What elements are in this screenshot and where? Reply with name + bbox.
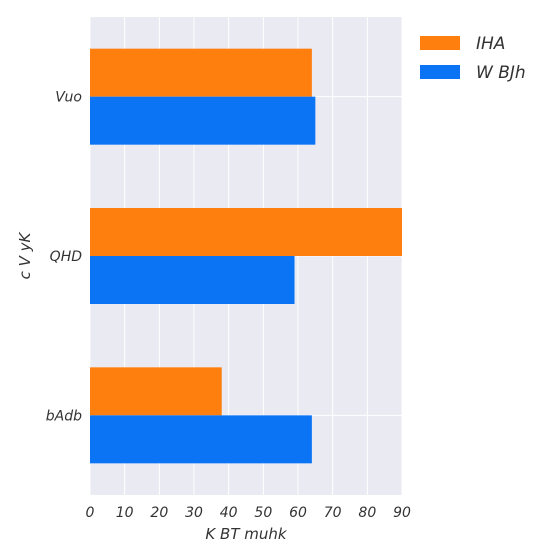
y-tick-label: QHD [50, 249, 83, 265]
x-tick-label: 0 [86, 505, 95, 521]
x-tick-label: 70 [324, 505, 342, 521]
legend-label: W BJh [476, 63, 526, 83]
y-axis-label: c V yK [16, 231, 34, 279]
y-tick-labels: Vuo QHD bAdb [46, 90, 82, 425]
x-tick-label: 20 [150, 505, 168, 521]
x-tick-labels: 0 10 20 30 40 50 60 70 80 90 [86, 505, 411, 521]
bar-w-bjh-badb [90, 415, 312, 464]
x-tick-label: 30 [185, 505, 203, 521]
x-tick-label: 50 [254, 505, 272, 521]
legend-swatch [420, 65, 460, 79]
legend-swatch [420, 36, 460, 50]
x-tick-label: 60 [289, 505, 307, 521]
x-tick-label: 10 [116, 505, 134, 521]
x-axis-label: K BT muhk [205, 525, 287, 543]
x-tick-label: 80 [358, 505, 376, 521]
legend: IHA W BJh [420, 34, 526, 83]
y-tick-label: Vuo [55, 90, 82, 106]
y-tick-label: bAdb [46, 408, 82, 424]
bar-iha-vuo [90, 48, 312, 97]
legend-label: IHA [476, 34, 505, 54]
bar-iha-qhd [90, 208, 402, 256]
bar-w-bjh-qhd [90, 256, 295, 304]
bar-w-bjh-vuo [90, 96, 316, 145]
x-tick-label: 40 [220, 505, 238, 521]
x-tick-label: 90 [393, 505, 411, 521]
bars-group [90, 48, 402, 464]
bar-iha-badb [90, 367, 222, 416]
